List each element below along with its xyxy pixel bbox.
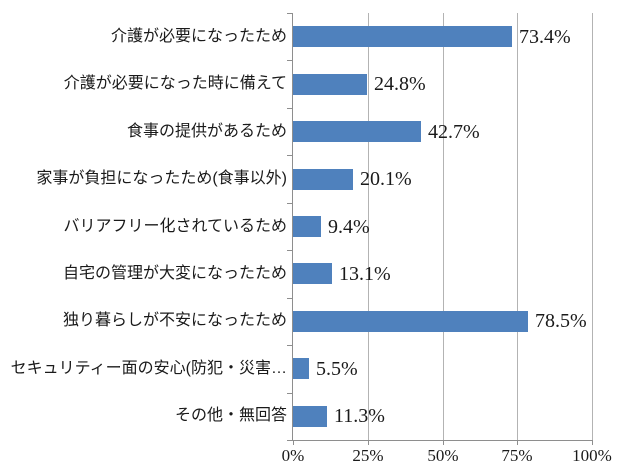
category-label: 食事の提供があるため [126,123,287,140]
y-axis-tick [287,250,293,251]
vertical-gridline [368,13,369,440]
vertical-gridline [517,13,518,440]
y-axis-tick [287,108,293,109]
bar [293,26,512,47]
value-label: 9.4% [328,216,370,238]
category-label: 介護が必要になったため [110,28,287,45]
category-label: 家事が負担になったため(食事以外) [36,170,287,187]
x-axis-tick [517,440,518,445]
x-tick-label: 0% [281,446,305,465]
y-axis-tick [287,203,293,204]
bar [293,216,321,237]
x-axis-tick [443,440,444,445]
y-axis-tick [287,345,293,346]
bar [293,121,421,142]
y-axis-line [292,13,293,440]
x-tick-label: 50% [427,446,459,465]
value-label: 20.1% [360,168,412,190]
category-label: バリアフリー化されているため [63,218,287,235]
y-axis-tick [287,60,293,61]
value-label: 78.5% [535,310,587,332]
value-label: 13.1% [339,263,391,285]
category-label: セキュリティー面の安心(防犯・災害… [10,360,287,377]
value-label: 73.4% [519,26,571,48]
y-axis-tick [287,13,293,14]
bar [293,263,332,284]
y-axis-tick [287,393,293,394]
x-axis-line [287,440,593,441]
x-axis-tick [592,440,593,445]
value-label: 24.8% [374,73,426,95]
y-axis-tick [287,155,293,156]
category-label: その他・無回答 [174,407,287,424]
value-label: 11.3% [334,405,385,427]
x-axis-tick [368,440,369,445]
bar [293,311,528,332]
bar [293,169,353,190]
vertical-gridline [443,13,444,440]
vertical-gridline [592,13,593,440]
x-axis-tick [293,440,294,445]
value-label: 42.7% [428,121,480,143]
y-axis-tick [287,298,293,299]
category-label: 介護が必要になった時に備えて [63,75,287,92]
value-label: 5.5% [316,358,358,380]
bar [293,406,327,427]
category-label: 独り暮らしが不安になったため [62,312,287,329]
category-label: 自宅の管理が大変になったため [62,265,287,282]
x-tick-label: 75% [501,446,533,465]
bar [293,358,309,379]
x-tick-label: 100% [572,446,612,465]
x-tick-label: 25% [352,446,384,465]
bar [293,74,367,95]
